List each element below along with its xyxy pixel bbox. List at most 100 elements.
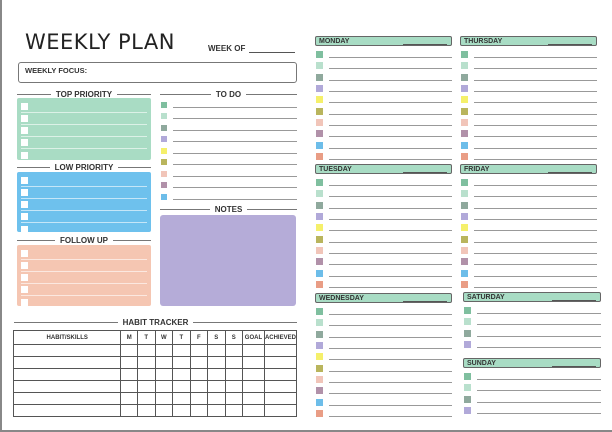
day-task-row[interactable] [460, 72, 597, 83]
color-square-icon[interactable] [461, 107, 468, 115]
write-line[interactable] [477, 401, 601, 403]
habit-cell[interactable] [120, 380, 139, 393]
habit-cell[interactable] [120, 344, 139, 357]
write-line[interactable] [173, 118, 297, 119]
write-line[interactable] [474, 241, 597, 243]
color-square-icon[interactable] [464, 341, 471, 349]
day-task-row[interactable] [315, 72, 452, 83]
write-line[interactable] [329, 113, 452, 115]
write-line[interactable] [329, 264, 452, 266]
color-square-icon[interactable] [316, 269, 323, 277]
color-square-icon[interactable] [316, 353, 323, 361]
color-square-icon[interactable] [316, 62, 323, 70]
color-square-icon[interactable] [161, 147, 167, 154]
color-square-icon[interactable] [316, 364, 323, 372]
day-task-row[interactable] [315, 374, 452, 385]
checkbox[interactable] [21, 151, 28, 159]
habit-cell[interactable] [12, 368, 122, 381]
color-square-icon[interactable] [161, 124, 167, 131]
color-square-icon[interactable] [316, 246, 323, 254]
color-square-icon[interactable] [316, 141, 323, 149]
color-square-icon[interactable] [461, 201, 468, 209]
color-square-icon[interactable] [461, 224, 468, 232]
write-line[interactable] [329, 196, 452, 198]
day-task-row[interactable] [460, 105, 597, 116]
write-line[interactable] [474, 185, 597, 187]
habit-cell[interactable] [12, 404, 122, 417]
habit-cell[interactable] [224, 380, 244, 393]
habit-cell[interactable] [154, 392, 174, 405]
habit-cell[interactable] [172, 380, 191, 393]
habit-cell[interactable] [263, 404, 298, 417]
write-line[interactable] [474, 57, 597, 59]
color-square-icon[interactable] [461, 85, 468, 93]
priority-row[interactable] [21, 199, 147, 211]
color-square-icon[interactable] [464, 407, 471, 415]
write-line[interactable] [474, 158, 597, 160]
day-task-row[interactable] [460, 177, 597, 188]
checkbox[interactable] [21, 262, 28, 269]
habit-cell[interactable] [154, 380, 174, 393]
day-task-row[interactable] [315, 94, 452, 105]
color-square-icon[interactable] [461, 96, 468, 104]
day-task-row[interactable] [315, 267, 452, 278]
habit-cell[interactable] [172, 356, 191, 369]
color-square-icon[interactable] [316, 398, 323, 406]
habit-cell[interactable] [137, 356, 156, 369]
checkbox[interactable] [21, 298, 28, 306]
habit-cell[interactable] [189, 356, 209, 369]
write-line[interactable] [474, 275, 597, 277]
date-line[interactable] [403, 38, 447, 45]
day-task-row[interactable] [463, 394, 601, 405]
checkbox[interactable] [21, 225, 28, 233]
habit-cell[interactable] [207, 392, 226, 405]
day-task-row[interactable] [315, 279, 452, 290]
write-line[interactable] [329, 219, 452, 221]
color-square-icon[interactable] [316, 258, 323, 266]
to-do-item[interactable] [161, 119, 297, 131]
color-square-icon[interactable] [316, 213, 323, 221]
day-task-row[interactable] [460, 256, 597, 267]
color-square-icon[interactable] [316, 342, 323, 350]
write-line[interactable] [329, 124, 452, 126]
color-square-icon[interactable] [161, 182, 167, 188]
habit-cell[interactable] [263, 368, 298, 381]
week-of-field[interactable]: WEEK OF [208, 44, 296, 53]
day-task-row[interactable] [460, 128, 597, 139]
habit-cell[interactable] [189, 368, 209, 381]
priority-row[interactable] [21, 187, 147, 199]
habit-cell[interactable] [224, 344, 244, 357]
habit-cell[interactable] [224, 392, 244, 405]
write-line[interactable] [329, 348, 452, 350]
write-line[interactable] [477, 390, 601, 392]
write-line[interactable] [474, 91, 597, 93]
day-task-row[interactable] [460, 94, 597, 105]
habit-cell[interactable] [154, 404, 174, 417]
day-task-row[interactable] [315, 49, 452, 60]
day-task-row[interactable] [463, 371, 601, 382]
priority-row[interactable] [21, 101, 147, 113]
color-square-icon[interactable] [461, 190, 468, 198]
habit-cell[interactable] [120, 392, 139, 405]
habit-cell[interactable] [137, 404, 156, 417]
color-square-icon[interactable] [316, 179, 323, 187]
day-task-row[interactable] [463, 316, 601, 327]
checkbox[interactable] [21, 213, 28, 220]
date-line[interactable] [548, 38, 592, 45]
habit-cell[interactable] [12, 380, 122, 393]
write-line[interactable] [173, 164, 297, 165]
checkbox[interactable] [21, 177, 28, 184]
day-task-row[interactable] [460, 222, 597, 233]
write-line[interactable] [173, 175, 297, 177]
color-square-icon[interactable] [161, 136, 167, 142]
day-task-row[interactable] [460, 267, 597, 278]
priority-row[interactable] [21, 113, 147, 125]
day-task-row[interactable] [315, 188, 452, 199]
write-line[interactable] [474, 230, 597, 232]
color-square-icon[interactable] [316, 387, 323, 395]
color-square-icon[interactable] [461, 269, 468, 277]
checkbox[interactable] [21, 286, 28, 293]
habit-cell[interactable] [207, 356, 226, 369]
habit-cell[interactable] [120, 356, 139, 369]
color-square-icon[interactable] [464, 384, 471, 392]
